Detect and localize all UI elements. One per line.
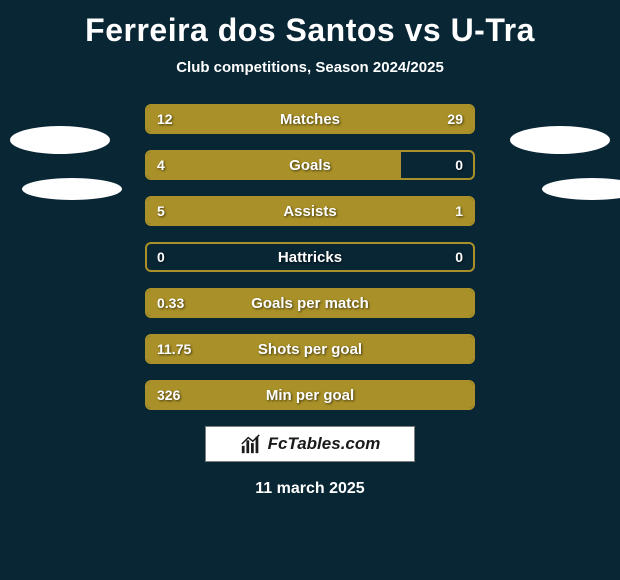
page-title: Ferreira dos Santos vs U-Tra — [0, 0, 620, 49]
avatar-left-2 — [22, 178, 122, 200]
avatar-right-2 — [542, 178, 620, 200]
stat-row-hattricks: 00Hattricks — [145, 242, 475, 272]
stat-label: Goals per match — [147, 290, 473, 316]
stat-row-matches: 1229Matches — [145, 104, 475, 134]
chart-icon — [240, 433, 262, 455]
stat-label: Matches — [147, 106, 473, 132]
stat-row-goals-per-match: 0.33Goals per match — [145, 288, 475, 318]
avatar-right-1 — [510, 126, 610, 154]
avatar-left-1 — [10, 126, 110, 154]
date-text: 11 march 2025 — [0, 480, 620, 498]
stat-row-goals: 40Goals — [145, 150, 475, 180]
brand-badge[interactable]: FcTables.com — [205, 426, 415, 462]
brand-text: FcTables.com — [268, 434, 381, 454]
stat-label: Shots per goal — [147, 336, 473, 362]
stat-label: Hattricks — [147, 244, 473, 270]
stat-label: Goals — [147, 152, 473, 178]
stat-label: Min per goal — [147, 382, 473, 408]
comparison-bars: 1229Matches 40Goals 51Assists 00Hattricks 0.… — [145, 104, 475, 410]
stat-row-shots-per-goal: 11.75Shots per goal — [145, 334, 475, 364]
stat-row-min-per-goal: 326Min per goal — [145, 380, 475, 410]
stat-row-assists: 51Assists — [145, 196, 475, 226]
subtitle: Club competitions, Season 2024/2025 — [0, 59, 620, 76]
stat-label: Assists — [147, 198, 473, 224]
